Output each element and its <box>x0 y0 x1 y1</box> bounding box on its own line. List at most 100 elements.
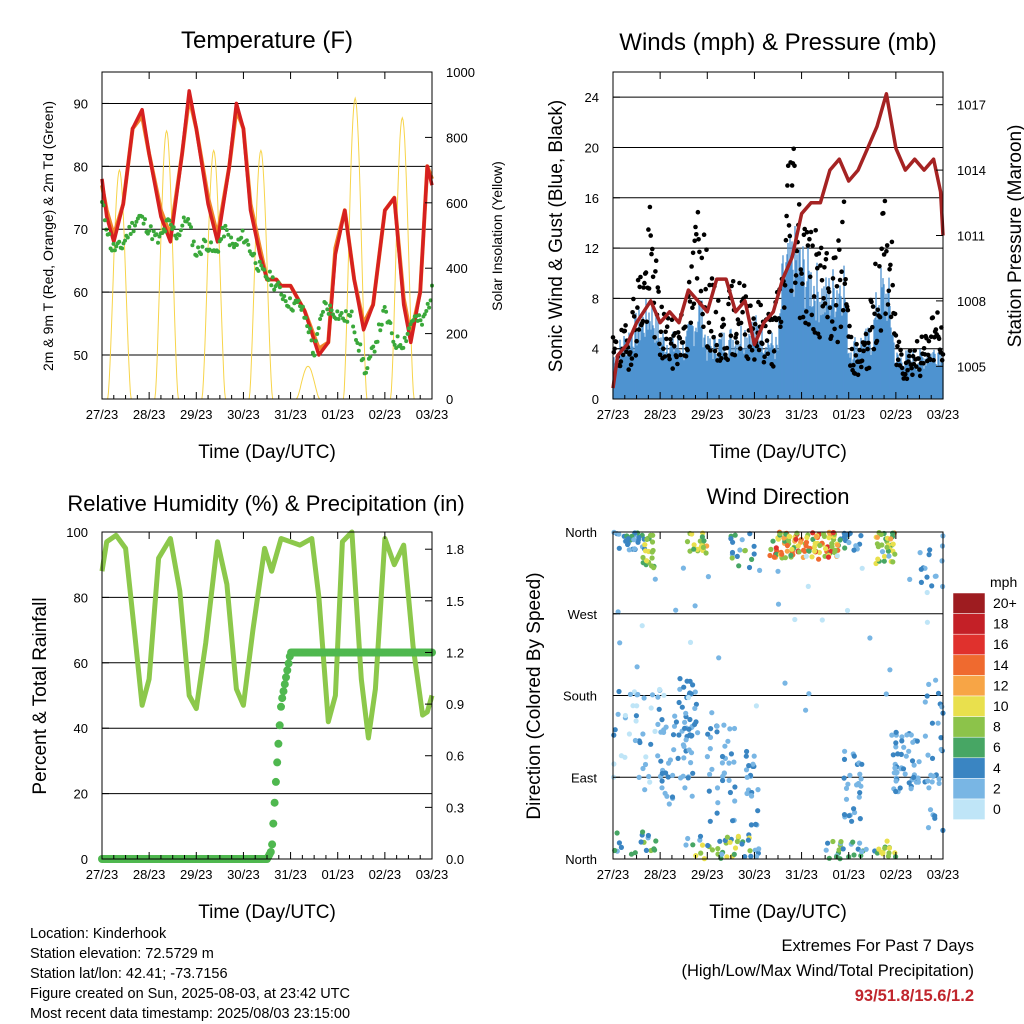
dewpoint-marker <box>220 225 225 230</box>
dewpoint-marker <box>125 235 130 240</box>
direction-marker <box>657 686 663 693</box>
pressure-line <box>611 92 945 389</box>
direction-series <box>611 529 946 862</box>
gust-marker <box>865 346 870 352</box>
legend-label: 20+ <box>993 595 1017 611</box>
direction-marker <box>616 545 622 551</box>
dewpoint-marker <box>401 345 406 350</box>
gust-marker <box>887 267 892 272</box>
rainfall-marker <box>279 687 288 696</box>
gust-marker <box>735 317 741 322</box>
dewpoint-marker <box>178 228 183 233</box>
gust-marker <box>709 276 715 281</box>
gust-marker <box>693 224 698 230</box>
y-tick-label: West <box>568 607 598 622</box>
direction-marker <box>883 691 889 697</box>
gust-marker <box>879 246 884 252</box>
dewpoint-marker <box>154 232 159 237</box>
gust-marker <box>714 342 719 348</box>
direction-marker <box>837 537 843 543</box>
direction-marker <box>644 536 650 543</box>
dewpoint-marker <box>329 308 334 313</box>
direction-marker <box>897 785 903 791</box>
gust-marker <box>771 349 777 354</box>
dewpoint-marker <box>309 338 314 343</box>
y2-tick-label: 1.5 <box>446 594 464 609</box>
direction-marker <box>751 753 757 759</box>
y2-tick-label: 1017 <box>957 98 986 113</box>
direction-marker <box>846 813 852 819</box>
direction-marker <box>708 726 714 732</box>
dewpoint-marker <box>272 287 277 292</box>
direction-marker <box>691 546 697 552</box>
gust-marker <box>818 245 824 251</box>
y2-tick-label: 1005 <box>957 359 986 374</box>
dewpoint-marker <box>262 267 267 272</box>
winds-xlabel: Time (Day/UTC) <box>709 442 847 463</box>
direction-marker <box>820 531 827 537</box>
speed-legend-title: mph <box>990 574 1017 590</box>
gust-marker <box>634 338 639 344</box>
direction-marker <box>611 732 617 738</box>
gust-marker <box>638 274 643 280</box>
direction-marker <box>775 568 781 574</box>
dewpoint-marker <box>300 304 305 309</box>
direction-marker <box>693 701 700 707</box>
direction-marker <box>701 538 707 544</box>
direction-marker <box>715 846 721 852</box>
gust-marker <box>734 340 740 345</box>
temperature-xlabel: Time (Day/UTC) <box>198 442 336 463</box>
direction-marker <box>782 680 788 686</box>
direction-marker <box>704 754 711 760</box>
gust-marker <box>762 354 767 360</box>
gust-marker <box>692 238 697 244</box>
direction-marker <box>734 838 741 845</box>
direction-marker <box>753 703 760 709</box>
x-tick-label: 30/23 <box>738 867 771 882</box>
gust-marker <box>845 307 851 313</box>
direction-marker <box>681 743 687 750</box>
direction-marker <box>907 576 913 583</box>
direction-marker <box>742 854 748 860</box>
legend-label: 14 <box>993 657 1009 673</box>
rainfall-marker <box>268 840 277 849</box>
dewpoint-marker <box>252 251 257 256</box>
direction-marker <box>688 691 694 697</box>
direction-marker <box>685 775 691 781</box>
direction-marker <box>714 785 721 791</box>
gust-marker <box>794 248 800 254</box>
direction-marker <box>793 536 799 542</box>
gust-marker <box>656 289 661 294</box>
direction-marker <box>672 713 678 719</box>
gust-marker <box>675 361 680 367</box>
direction-marker <box>658 729 664 735</box>
gust-marker <box>613 339 619 345</box>
direction-marker <box>859 761 865 767</box>
direction-marker <box>858 533 864 539</box>
direction-marker <box>788 552 794 559</box>
gust-marker <box>622 328 628 334</box>
direction-marker <box>677 686 683 692</box>
direction-marker <box>878 849 885 855</box>
gust-marker <box>623 323 628 328</box>
station-elevation: Station elevation: 72.5729 m <box>30 946 214 962</box>
direction-marker <box>858 776 864 782</box>
direction-marker <box>667 757 674 763</box>
direction-marker <box>886 845 893 851</box>
direction-marker <box>676 699 682 706</box>
gust-marker <box>838 324 844 330</box>
gust-marker <box>690 250 696 256</box>
gust-marker <box>635 277 641 283</box>
gust-marker <box>694 232 699 237</box>
direction-marker <box>709 766 715 772</box>
direction-marker <box>647 532 654 538</box>
direction-marker <box>806 691 812 697</box>
gust-marker <box>881 210 886 216</box>
direction-marker <box>893 740 899 746</box>
x-tick-label: 30/23 <box>227 867 260 882</box>
direction-marker <box>782 555 789 561</box>
gust-marker <box>914 339 920 344</box>
gust-marker <box>811 294 817 299</box>
direction-marker <box>658 758 664 764</box>
gust-marker <box>694 276 700 281</box>
